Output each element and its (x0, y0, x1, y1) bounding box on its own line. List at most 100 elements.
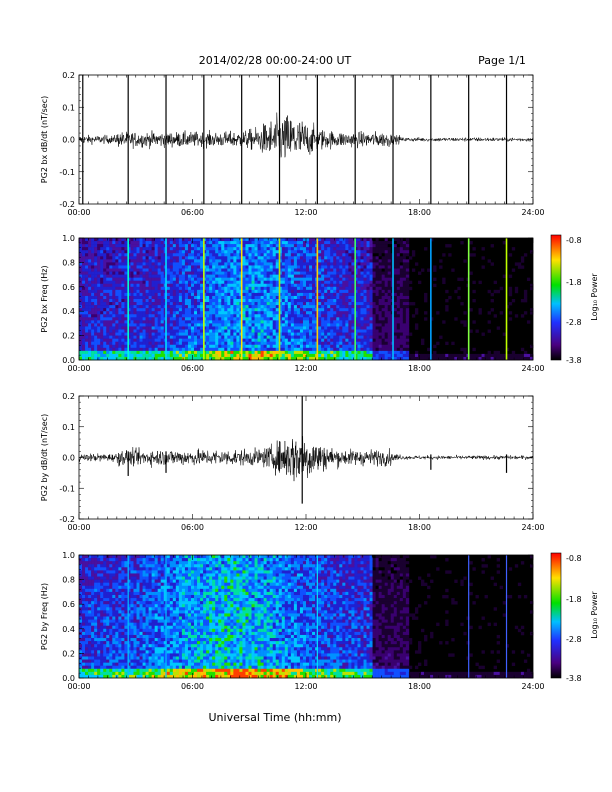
spectrogram-cell (79, 250, 83, 254)
spectrogram-cell (339, 274, 343, 278)
spectrogram-cell (284, 311, 289, 315)
spectrogram-cell (275, 271, 280, 275)
spectrogram-cell (200, 286, 204, 291)
spectrogram-cell (85, 350, 89, 355)
spectrogram-cell (330, 326, 334, 330)
spectrogram-cell (293, 247, 298, 251)
spectrogram-cell (175, 341, 180, 346)
spectrogram-cell (251, 244, 255, 248)
spectrogram-cell (236, 311, 240, 315)
spectrogram-cell (414, 353, 419, 358)
spectrogram-cell (236, 314, 240, 318)
spectrogram-cell (372, 241, 376, 245)
spectrogram-cell (287, 338, 292, 342)
spectrogram-cell (296, 256, 301, 260)
spectrogram-cell (148, 323, 152, 327)
spectrogram-cell (91, 295, 95, 300)
spectrogram-cell (88, 320, 92, 324)
spectrogram-cell (369, 292, 373, 297)
spectrogram-cell (372, 344, 376, 349)
spectrogram-cell (306, 344, 310, 349)
spectrogram-cell (151, 271, 155, 275)
spectrogram-cell (354, 305, 358, 309)
spectrogram-cell (190, 329, 195, 333)
spectrogram-cell (91, 268, 95, 272)
spectrogram-cell (230, 353, 234, 358)
spectrogram-cell (369, 305, 373, 309)
spectrogram-cell (445, 305, 449, 309)
spectrogram-cell (348, 317, 352, 321)
spectrogram-cell (203, 247, 207, 251)
spectrogram-cell (85, 344, 89, 349)
spectrogram-cell (309, 314, 313, 318)
spectrogram-cell (257, 250, 261, 254)
spectrogram-cell (348, 253, 352, 257)
spectrogram-cell (375, 244, 379, 248)
spectrogram-cell (187, 295, 192, 300)
spectrogram-cell (309, 329, 313, 333)
spectrogram-cell (378, 274, 382, 278)
spectrogram-cell (357, 332, 361, 336)
spectrogram-cell (369, 341, 373, 346)
spectrogram-cell (112, 295, 116, 300)
spectrogram-cell (360, 292, 364, 297)
spectrogram-cell (318, 277, 322, 281)
spectrogram-cell (306, 347, 310, 352)
spectrogram-cell (178, 244, 183, 248)
spectrogram-cell (427, 353, 431, 358)
spectrogram-cell (260, 317, 264, 321)
spectrogram-cell (248, 323, 252, 327)
spectrogram-cell (457, 353, 461, 358)
spectrogram-cell (148, 317, 152, 321)
spectrogram-cell (112, 244, 116, 248)
spectrogram-cell (166, 329, 171, 333)
spectrogram-cell (206, 302, 210, 306)
spectrogram-cell (200, 268, 204, 272)
spectrogram-cell (402, 259, 407, 263)
spectrogram-cell (242, 302, 246, 306)
spectrogram-cell (181, 344, 186, 349)
spectrogram-cell (378, 277, 382, 281)
spectrogram-cell (378, 299, 382, 303)
spectrogram-cell (157, 250, 162, 254)
spectrogram-cell (333, 286, 337, 291)
spectrogram-cell (327, 314, 331, 318)
spectrogram-cell (187, 253, 192, 257)
spectrogram-cell (293, 356, 298, 361)
spectrogram-cell (106, 314, 110, 318)
spectrogram-cell (206, 356, 210, 361)
spectrogram-cell (254, 289, 258, 294)
spectrogram-cell (106, 277, 110, 281)
spectrogram-cell (339, 305, 343, 309)
spectrogram-cell (330, 241, 334, 245)
spectrogram-cell (254, 320, 258, 324)
spectrogram-cell (85, 341, 89, 346)
spectrogram-cell (151, 311, 155, 315)
spectrogram-cell (254, 295, 258, 300)
spectrogram-cell (405, 268, 410, 272)
spectrogram-cell (278, 238, 283, 242)
spectrogram-cell (221, 302, 225, 306)
spectrogram-cell (333, 244, 337, 248)
spectrogram-cell (227, 262, 231, 266)
spectrogram-cell (275, 353, 280, 358)
spectrogram-cell (184, 289, 189, 294)
spectrogram-cell (94, 238, 98, 242)
spectrogram-cell (197, 341, 201, 346)
spectrogram-cell (187, 241, 192, 245)
spectrogram-cell (269, 262, 274, 266)
spectrogram-cell (272, 335, 277, 339)
spectrogram-cell (399, 268, 404, 272)
spectrogram-cell (109, 350, 113, 355)
spectrogram-cell (166, 341, 171, 346)
spectrogram-cell (321, 241, 325, 245)
spectrogram-cell (324, 320, 328, 324)
spectrogram-cell (378, 308, 382, 312)
spectrogram-cell (100, 244, 104, 248)
spectrogram-cell (169, 271, 174, 275)
spectrogram-cell (157, 262, 162, 266)
spectrogram-cell (405, 277, 410, 281)
y-tick-label: 0.2 (62, 71, 75, 80)
spectrogram-cell (178, 292, 183, 297)
spectrogram-cell (215, 329, 219, 333)
